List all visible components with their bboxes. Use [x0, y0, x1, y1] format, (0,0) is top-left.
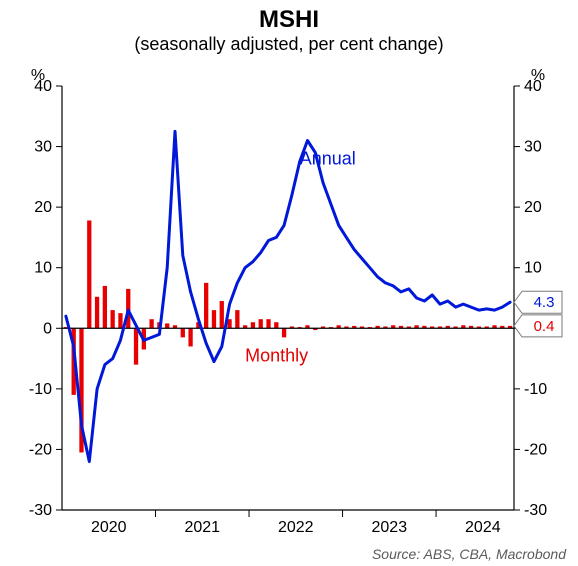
- svg-text:%: %: [31, 67, 45, 84]
- svg-text:Annual: Annual: [300, 149, 356, 169]
- svg-text:10: 10: [34, 260, 52, 277]
- svg-text:-10: -10: [29, 381, 52, 398]
- svg-text:0: 0: [43, 320, 52, 337]
- chart-canvas: -30-30-20-20-10-10001010202030304040%%20…: [0, 0, 578, 566]
- svg-text:2023: 2023: [372, 519, 408, 536]
- svg-text:20: 20: [524, 199, 542, 216]
- svg-text:0.4: 0.4: [534, 318, 555, 335]
- svg-text:20: 20: [34, 199, 52, 216]
- svg-text:4.3: 4.3: [534, 294, 555, 311]
- svg-text:-20: -20: [524, 441, 547, 458]
- svg-text:%: %: [531, 67, 545, 84]
- svg-text:-10: -10: [524, 381, 547, 398]
- svg-text:2024: 2024: [465, 519, 501, 536]
- svg-text:2022: 2022: [278, 519, 314, 536]
- svg-text:2021: 2021: [184, 519, 220, 536]
- svg-text:Monthly: Monthly: [245, 346, 308, 366]
- svg-text:10: 10: [524, 260, 542, 277]
- svg-text:2020: 2020: [91, 519, 127, 536]
- svg-text:-30: -30: [29, 502, 52, 519]
- chart-source: Source: ABS, CBA, Macrobond: [372, 546, 566, 562]
- svg-text:-20: -20: [29, 441, 52, 458]
- svg-text:30: 30: [34, 139, 52, 156]
- svg-text:30: 30: [524, 139, 542, 156]
- svg-text:-30: -30: [524, 502, 547, 519]
